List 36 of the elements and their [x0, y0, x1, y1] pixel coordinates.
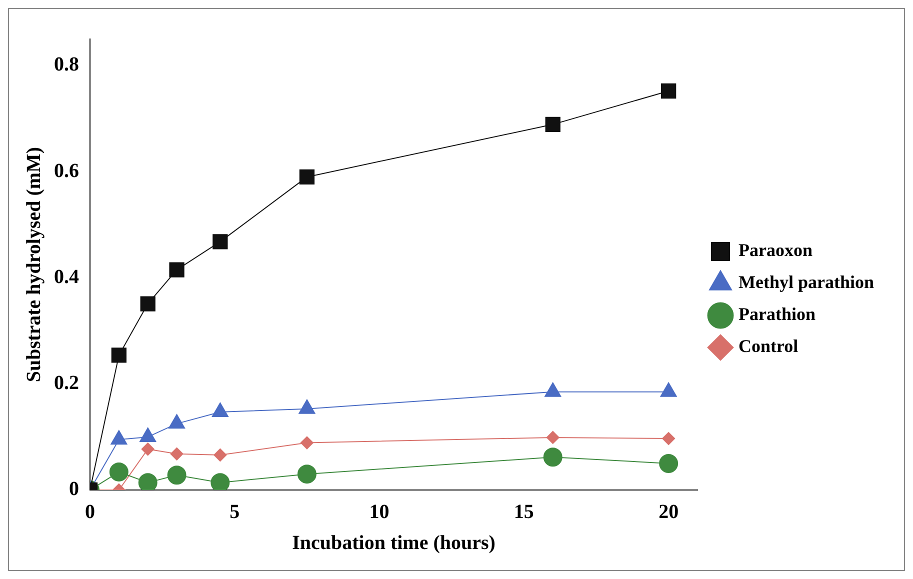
point	[546, 430, 560, 444]
point	[210, 473, 230, 490]
point	[543, 448, 562, 467]
x-tick-label: 10	[369, 501, 390, 524]
point	[545, 116, 560, 132]
point	[141, 442, 154, 456]
x-tick-label: 5	[230, 501, 240, 524]
point	[299, 169, 315, 185]
point	[140, 296, 156, 312]
point	[297, 464, 316, 484]
point	[111, 348, 126, 363]
legend-label: Paraoxon	[738, 240, 812, 260]
point	[169, 262, 184, 278]
y-axis-title: Substrate hydrolysed (mM)	[23, 146, 46, 382]
point	[214, 448, 227, 462]
y-tick-label: 0.8	[54, 54, 79, 76]
legend-label: Control	[738, 336, 798, 356]
y-tick-label: 0.4	[54, 266, 79, 288]
x-tick-label: 15	[514, 501, 534, 524]
y-tick-label: 0.6	[54, 160, 79, 182]
x-tick-label: 0	[85, 501, 95, 524]
x-tick-label: 20	[658, 501, 679, 524]
y-tick-label: 0.2	[54, 372, 79, 394]
legend-label: Parathion	[738, 304, 816, 324]
y-tick-label: 0	[69, 478, 79, 500]
point	[661, 83, 676, 99]
point	[659, 454, 678, 473]
point	[170, 447, 184, 460]
point	[662, 432, 676, 446]
point	[300, 436, 314, 450]
point	[167, 466, 186, 485]
legend-label: Methyl parathion	[738, 272, 874, 292]
point	[138, 473, 158, 490]
x-axis-title: Incubation time (hours)	[292, 532, 496, 554]
point	[109, 462, 128, 482]
point	[212, 234, 228, 250]
